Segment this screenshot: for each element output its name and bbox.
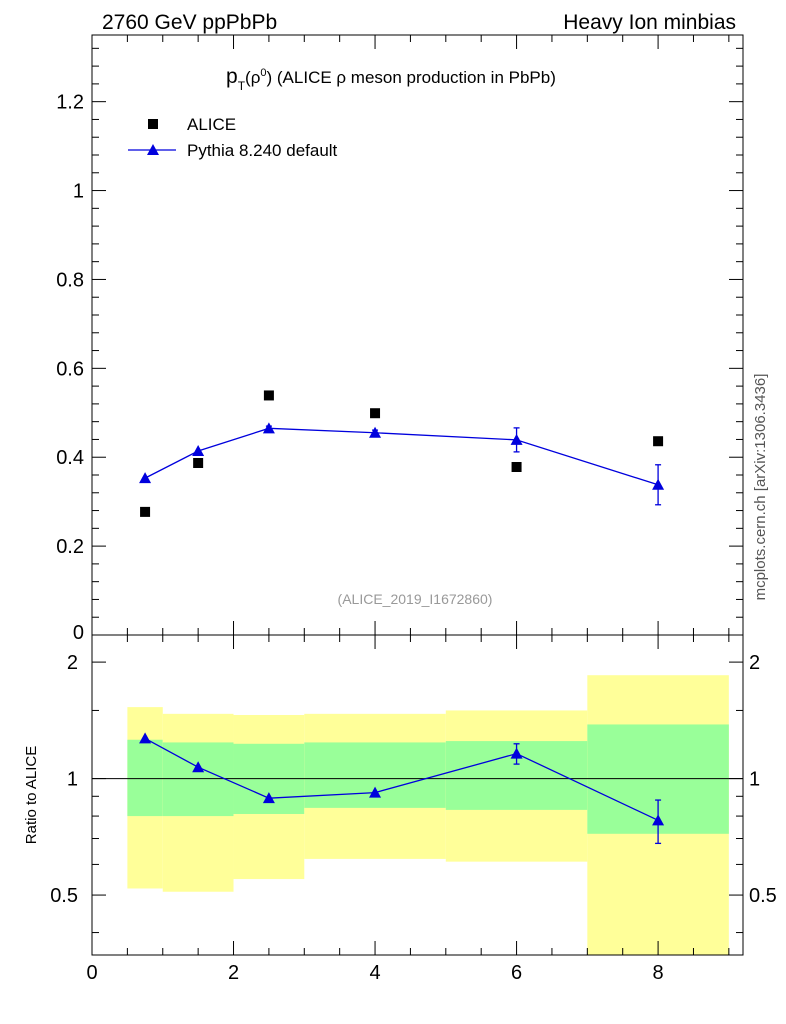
ratio-pythia-point — [262, 792, 275, 804]
header-right: Heavy Ion minbias — [563, 11, 736, 34]
pythia-point — [652, 478, 665, 490]
main-ytick-label: 0.6 — [56, 358, 84, 380]
xtick-label: 4 — [369, 962, 380, 984]
legend-label-alice: ALICE — [187, 115, 236, 134]
title-sup: 0 — [260, 67, 266, 79]
ratio-pythia-point — [510, 747, 523, 759]
alice-point — [263, 390, 274, 401]
ratio-pythia-point — [369, 786, 382, 798]
main-ytick-label: 0.8 — [56, 269, 84, 291]
main-ytick-label: 0.2 — [56, 536, 84, 558]
side-label: mcplots.cern.ch [arXiv:1306.3436] — [752, 374, 769, 601]
main-axis-ticks: 0.2 0.4 0.6 0.8 1 1.2 0 — [56, 35, 743, 644]
title-open: (ρ — [245, 68, 260, 87]
pythia-point — [192, 445, 205, 456]
xtick-label: 8 — [653, 962, 664, 984]
legend-label-pythia: Pythia 8.240 default — [187, 141, 338, 160]
ratio-ytick-label-right: 2 — [749, 652, 760, 674]
alice-point — [511, 462, 522, 472]
ratio-ytick-label: 2 — [67, 652, 78, 674]
title-rest: (ALICE ρ meson production in PbPb) — [272, 68, 556, 87]
title-T: T — [238, 79, 246, 93]
pythia-line — [144, 427, 659, 486]
pythia-point — [139, 472, 152, 484]
title-close: ) — [267, 68, 273, 87]
ratio-panel: 0.5 0.5 1 1 2 2 0 2 4 6 8 Ratio to ALICE — [23, 634, 777, 984]
header-left: 2760 GeV ppPbPb — [102, 11, 277, 34]
xtick-label: 6 — [511, 962, 522, 984]
alice-point — [370, 408, 381, 419]
ratio-pythia-point — [139, 732, 152, 744]
ratio-pythia-point — [652, 814, 665, 826]
legend-marker-alice — [148, 119, 158, 129]
band-inner — [127, 739, 163, 817]
pythia-point — [369, 426, 382, 438]
alice-point — [193, 458, 204, 468]
ratio-frame — [91, 634, 744, 956]
pythia-point — [262, 422, 275, 434]
band-inner — [304, 742, 446, 808]
legend: ALICE Pythia 8.240 default — [128, 115, 338, 160]
legend-marker-pythia — [147, 144, 159, 155]
ratio-pythia-line — [144, 737, 659, 821]
pythia-point — [510, 433, 523, 445]
main-ytick-label: 1 — [73, 181, 84, 203]
alice-point — [140, 506, 151, 517]
alice-point — [653, 436, 664, 447]
main-ytick-label: 1.2 — [56, 92, 84, 114]
xtick-label: 2 — [228, 962, 239, 984]
main-panel: 0.20.40.60.811.20 pT(ρ0) (ALICE ρ meson … — [56, 34, 744, 644]
ratio-ytick-label: 1 — [67, 769, 78, 791]
ratio-pythia-point — [192, 761, 205, 773]
ratio-bands — [127, 675, 729, 955]
plot-title: pT(ρ0) (ALICE ρ meson production in PbPb… — [226, 65, 556, 93]
ratio-ytick-label-right: 1 — [749, 769, 760, 791]
xtick-label: 0 — [86, 962, 97, 984]
ratio-ytick-label-right: 0.5 — [749, 885, 777, 907]
main-ytick-label: 0.4 — [56, 447, 84, 469]
title-p: p — [226, 65, 238, 88]
ratio-ylabel: Ratio to ALICE — [23, 746, 40, 844]
analysis-id: (ALICE_2019_I1672860) — [338, 591, 493, 607]
ratio-marks — [139, 732, 665, 845]
main-ytick-label-zero: 0 — [73, 622, 84, 644]
main-marks — [139, 390, 665, 517]
ratio-ytick-label: 0.5 — [50, 885, 78, 907]
